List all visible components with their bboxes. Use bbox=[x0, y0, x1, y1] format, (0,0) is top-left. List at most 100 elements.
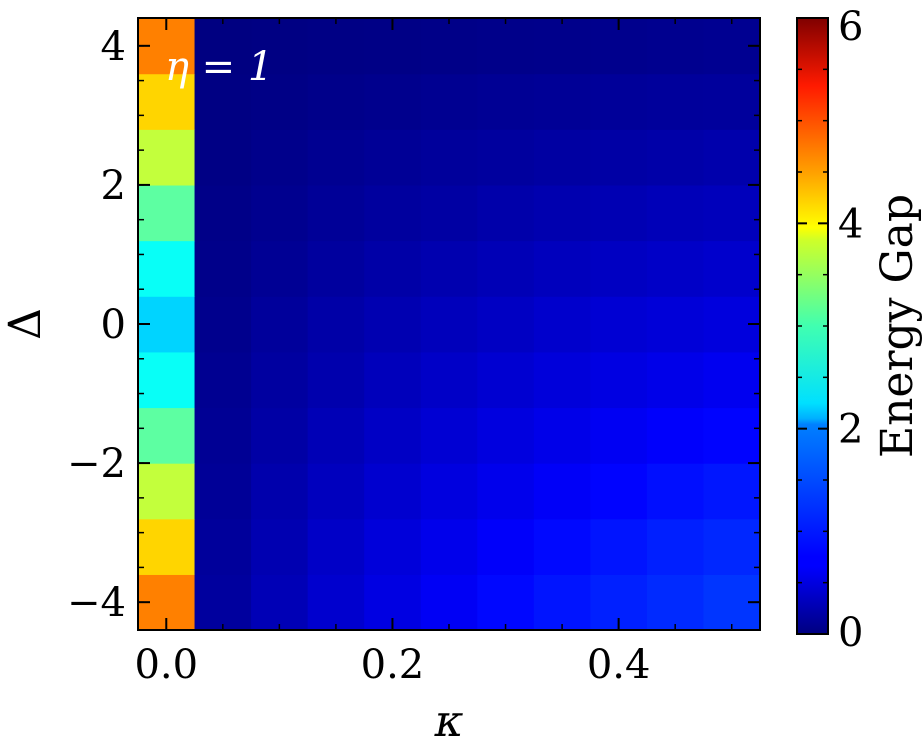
heatmap-cell bbox=[420, 574, 478, 631]
heatmap-cell bbox=[138, 463, 196, 520]
heatmap-cell bbox=[194, 18, 252, 75]
heatmap-cell bbox=[364, 184, 422, 242]
heatmap-cell bbox=[364, 351, 422, 409]
heatmap-cell bbox=[194, 129, 252, 186]
heatmap-cell bbox=[703, 518, 761, 575]
heatmap-cell bbox=[533, 240, 591, 297]
heatmap-cell bbox=[307, 296, 365, 353]
heatmap-cell bbox=[477, 407, 535, 464]
heatmap-cell bbox=[251, 184, 309, 242]
y-tick-label: 0 bbox=[101, 302, 126, 348]
heatmap-cell bbox=[646, 296, 705, 353]
y-tick-label: −2 bbox=[67, 441, 126, 487]
axis-ticks: 0.0 0.2 0.4 −4 −2 0 2 4 bbox=[67, 18, 760, 688]
heatmap-cell bbox=[251, 463, 309, 520]
heatmap-cell bbox=[533, 18, 591, 75]
heatmap-cell bbox=[590, 129, 648, 186]
heatmap-cell bbox=[251, 73, 309, 130]
heatmap-cell bbox=[251, 351, 309, 409]
heatmap-cell bbox=[364, 463, 422, 520]
heatmap-cell bbox=[138, 73, 196, 130]
heatmap-cell bbox=[533, 73, 591, 130]
heatmap-cell bbox=[703, 73, 761, 130]
heatmap-cell bbox=[307, 407, 365, 464]
x-tick-label: 0.4 bbox=[587, 642, 651, 688]
colorbar-tick-label: 4 bbox=[838, 201, 863, 247]
heatmap-cell bbox=[646, 574, 705, 631]
y-axis-label: Δ bbox=[0, 308, 51, 340]
heatmap-cell bbox=[251, 129, 309, 186]
heatmap-cell bbox=[138, 129, 196, 186]
heatmap-cell bbox=[307, 240, 365, 297]
heatmap-cell bbox=[364, 296, 422, 353]
heatmap-cell bbox=[477, 73, 535, 130]
heatmap-cell bbox=[307, 518, 365, 575]
heatmap-cell bbox=[477, 184, 535, 242]
heatmap-cell bbox=[138, 240, 196, 297]
heatmap-cell bbox=[646, 518, 705, 575]
heatmap-cell bbox=[590, 407, 648, 464]
heatmap-cell bbox=[364, 129, 422, 186]
heatmap-cell bbox=[590, 351, 648, 409]
heatmap-cell bbox=[477, 574, 535, 631]
heatmap-cell bbox=[703, 129, 761, 186]
y-tick-label: 2 bbox=[101, 163, 126, 209]
heatmap-cell bbox=[194, 351, 252, 409]
heatmap-cell bbox=[646, 463, 705, 520]
heatmap-cell bbox=[477, 129, 535, 186]
heatmap-cell bbox=[307, 18, 365, 75]
heatmap-cell bbox=[307, 574, 365, 631]
heatmap-cell bbox=[533, 518, 591, 575]
heatmap-cell bbox=[420, 407, 478, 464]
colorbar-ticks: 0 2 4 6 bbox=[797, 4, 863, 656]
heatmap-cell bbox=[646, 73, 705, 130]
heatmap-cell bbox=[307, 463, 365, 520]
heatmap-cell bbox=[364, 240, 422, 297]
heatmap-cell bbox=[307, 129, 365, 186]
heatmap-cell bbox=[646, 351, 705, 409]
colorbar-tick-label: 6 bbox=[838, 4, 863, 50]
y-tick-label: −4 bbox=[67, 580, 126, 626]
heatmap-cell bbox=[533, 574, 591, 631]
heatmap-cell bbox=[138, 407, 196, 464]
heatmap-cell bbox=[533, 296, 591, 353]
heatmap-cell bbox=[703, 184, 761, 242]
heatmap-cell bbox=[251, 574, 309, 631]
heatmap-cell bbox=[138, 184, 196, 242]
heatmap-cell bbox=[138, 518, 196, 575]
heatmap-cell bbox=[533, 184, 591, 242]
heatmap-cell bbox=[194, 574, 252, 631]
heatmap-cell bbox=[420, 463, 478, 520]
heatmap-cell bbox=[646, 407, 705, 464]
heatmap-cell bbox=[364, 518, 422, 575]
heatmap-cell bbox=[533, 129, 591, 186]
heatmap-cell bbox=[251, 240, 309, 297]
y-tick-label: 4 bbox=[101, 24, 126, 70]
heatmap-cell bbox=[590, 518, 648, 575]
heatmap-cell bbox=[194, 296, 252, 353]
heatmap-cell bbox=[420, 184, 478, 242]
heatmap-cell bbox=[477, 18, 535, 75]
heatmap-cell bbox=[703, 407, 761, 464]
annotation: η = 1 bbox=[165, 44, 273, 90]
heatmap-cell bbox=[138, 351, 196, 409]
heatmap-cell bbox=[646, 240, 705, 297]
heatmap-cell bbox=[703, 463, 761, 520]
heatmap-cell bbox=[703, 351, 761, 409]
heatmap-cell bbox=[194, 463, 252, 520]
heatmap-cell bbox=[251, 518, 309, 575]
heatmap-cell bbox=[364, 407, 422, 464]
heatmap-cell bbox=[420, 129, 478, 186]
heatmap-cell bbox=[307, 73, 365, 130]
heatmap-cell bbox=[477, 351, 535, 409]
heatmap-cell bbox=[646, 184, 705, 242]
heatmap-cell bbox=[590, 240, 648, 297]
heatmap-cell bbox=[646, 18, 705, 75]
heatmap-cell bbox=[194, 518, 252, 575]
x-tick-label: 0.2 bbox=[361, 642, 425, 688]
heatmap-cell bbox=[590, 184, 648, 242]
heatmap-cell bbox=[194, 240, 252, 297]
heatmap-cell bbox=[251, 18, 309, 75]
colorbar-label: Energy Gap bbox=[872, 194, 923, 458]
